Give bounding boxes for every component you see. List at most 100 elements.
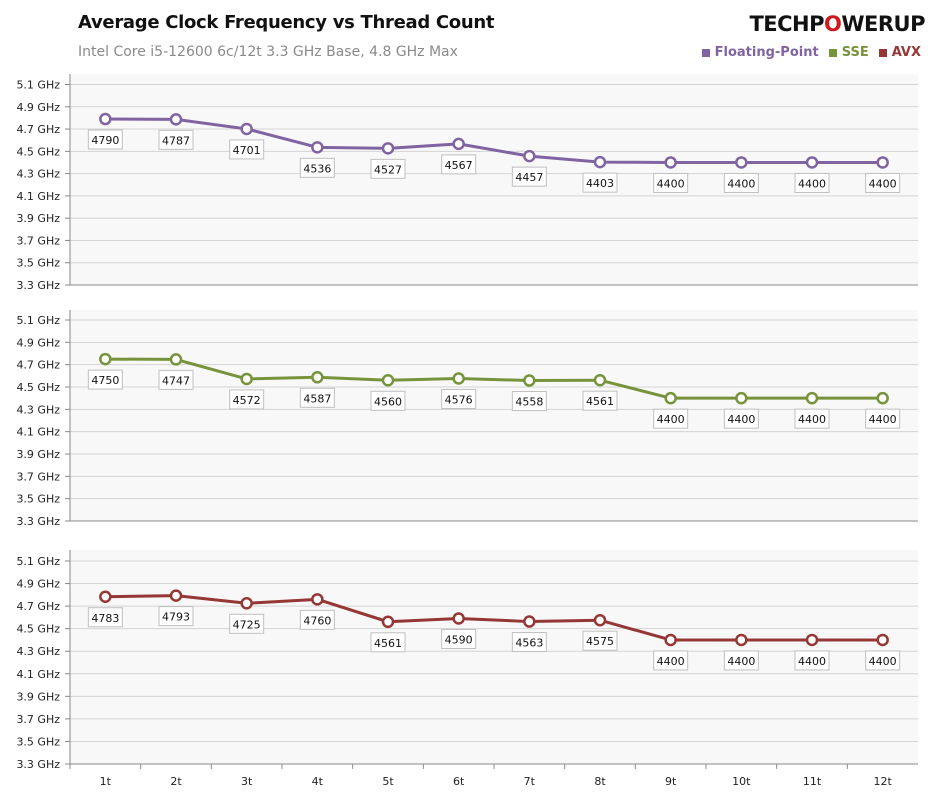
data-point <box>523 615 536 628</box>
legend-item-floating-point: Floating-Point <box>701 45 819 60</box>
data-point <box>876 633 889 647</box>
data-label: 4783 <box>91 612 119 625</box>
data-label-box <box>370 632 406 653</box>
y-tick-label: 4.9 GHz <box>16 101 60 114</box>
data-label-box <box>299 609 335 630</box>
data-label-box <box>723 650 759 671</box>
data-label: 4403 <box>586 177 614 190</box>
y-tick-label: 4.9 GHz <box>16 578 60 591</box>
data-point <box>735 633 748 647</box>
data-point <box>805 391 819 405</box>
x-tick-label: 10t <box>732 775 751 788</box>
data-label-box <box>865 172 901 193</box>
data-label: 4793 <box>162 611 190 624</box>
data-point <box>735 156 748 169</box>
data-point <box>523 149 536 163</box>
data-label-box <box>299 387 335 408</box>
data-point <box>593 613 607 627</box>
data-label: 4560 <box>374 395 402 408</box>
data-label: 4590 <box>445 634 473 647</box>
data-label: 4572 <box>233 394 261 407</box>
data-label-box <box>653 650 689 671</box>
legend-item-avx: AVX <box>878 45 921 60</box>
data-label: 4747 <box>162 374 190 387</box>
data-label: 4400 <box>727 413 755 426</box>
data-point <box>805 633 819 647</box>
data-label-box <box>229 613 265 634</box>
panel-avx: 5.1 GHz 4.9 GHz 4.7 GHz 4.5 GHz 4.3 GHz 4.1 G… <box>16 550 918 788</box>
panel-floating-point: 5.1 GHz 4.9 GHz 4.7 GHz 4.5 GHz 4.3 GHz 4.1 G… <box>16 74 918 292</box>
data-label-box <box>441 389 477 410</box>
data-point <box>311 593 324 606</box>
y-tick-label: 3.3 GHz <box>16 515 60 528</box>
data-point <box>240 597 253 610</box>
data-label-box <box>87 369 123 390</box>
data-label: 4760 <box>303 614 331 627</box>
legend-swatch <box>828 48 837 57</box>
data-label: 4400 <box>798 655 826 668</box>
data-label: 4400 <box>869 413 897 426</box>
data-label: 4787 <box>162 134 190 147</box>
plot-background <box>70 310 918 521</box>
data-label-box <box>511 391 547 412</box>
data-point <box>593 373 607 387</box>
data-point <box>523 374 536 387</box>
y-tick-label: 4.7 GHz <box>16 123 60 136</box>
x-tick-label: 3t <box>241 775 253 788</box>
data-label: 4563 <box>515 637 543 650</box>
y-tick-label: 3.5 GHz <box>16 735 60 748</box>
x-tick-label: 12t <box>874 775 893 788</box>
y-tick-label: 3.3 GHz <box>16 758 60 771</box>
y-tick-label: 4.9 GHz <box>16 336 60 349</box>
x-tick-label: 7t <box>524 775 536 788</box>
y-tick-label: 3.3 GHz <box>16 279 60 292</box>
data-point <box>664 391 677 405</box>
data-label-box <box>511 166 547 187</box>
panel-sse: 5.1 GHz 4.9 GHz 4.7 GHz 4.5 GHz 4.3 GHz 4.1 G… <box>16 310 918 528</box>
data-point <box>99 590 112 604</box>
data-label: 4536 <box>303 162 331 175</box>
data-label: 4575 <box>586 635 614 648</box>
x-tick-label: 5t <box>382 775 394 788</box>
data-label-box <box>653 172 689 193</box>
legend-swatch <box>878 48 887 57</box>
y-tick-label: 4.7 GHz <box>16 600 60 613</box>
data-label-box <box>158 129 194 150</box>
legend-label: SSE <box>841 45 869 60</box>
y-tick-label: 3.9 GHz <box>16 690 60 703</box>
y-tick-label: 4.1 GHz <box>16 426 60 439</box>
data-label: 4527 <box>374 163 402 176</box>
legend-swatch <box>701 48 710 57</box>
x-tick-label: 6t <box>453 775 465 788</box>
data-point <box>99 112 112 126</box>
data-point <box>735 391 748 405</box>
data-label: 4400 <box>657 655 685 668</box>
data-label: 4400 <box>798 177 826 190</box>
data-label-box <box>299 157 335 178</box>
data-label: 4701 <box>233 144 261 157</box>
data-label: 4725 <box>233 618 261 631</box>
y-tick-label: 4.3 GHz <box>16 168 60 181</box>
x-tick-label: 4t <box>312 775 324 788</box>
chart-title: Average Clock Frequency vs Thread Count <box>78 12 495 33</box>
x-tick-label: 1t <box>100 775 112 788</box>
data-label-box <box>582 390 618 411</box>
data-label-box <box>370 158 406 179</box>
data-label-box <box>87 129 123 150</box>
plot-background <box>70 74 918 285</box>
data-label: 4576 <box>445 394 473 407</box>
data-point <box>169 113 183 126</box>
data-point <box>381 615 395 629</box>
data-point <box>593 155 607 169</box>
plot-background <box>70 550 918 764</box>
series-line <box>105 594 883 642</box>
x-tick-label: 8t <box>594 775 606 788</box>
data-label: 4457 <box>515 171 543 184</box>
data-point <box>99 352 112 366</box>
data-label-box <box>158 369 194 390</box>
data-point <box>452 372 465 385</box>
y-tick-label: 3.5 GHz <box>16 257 60 270</box>
y-tick-label: 5.1 GHz <box>16 314 60 327</box>
data-point <box>169 353 183 366</box>
